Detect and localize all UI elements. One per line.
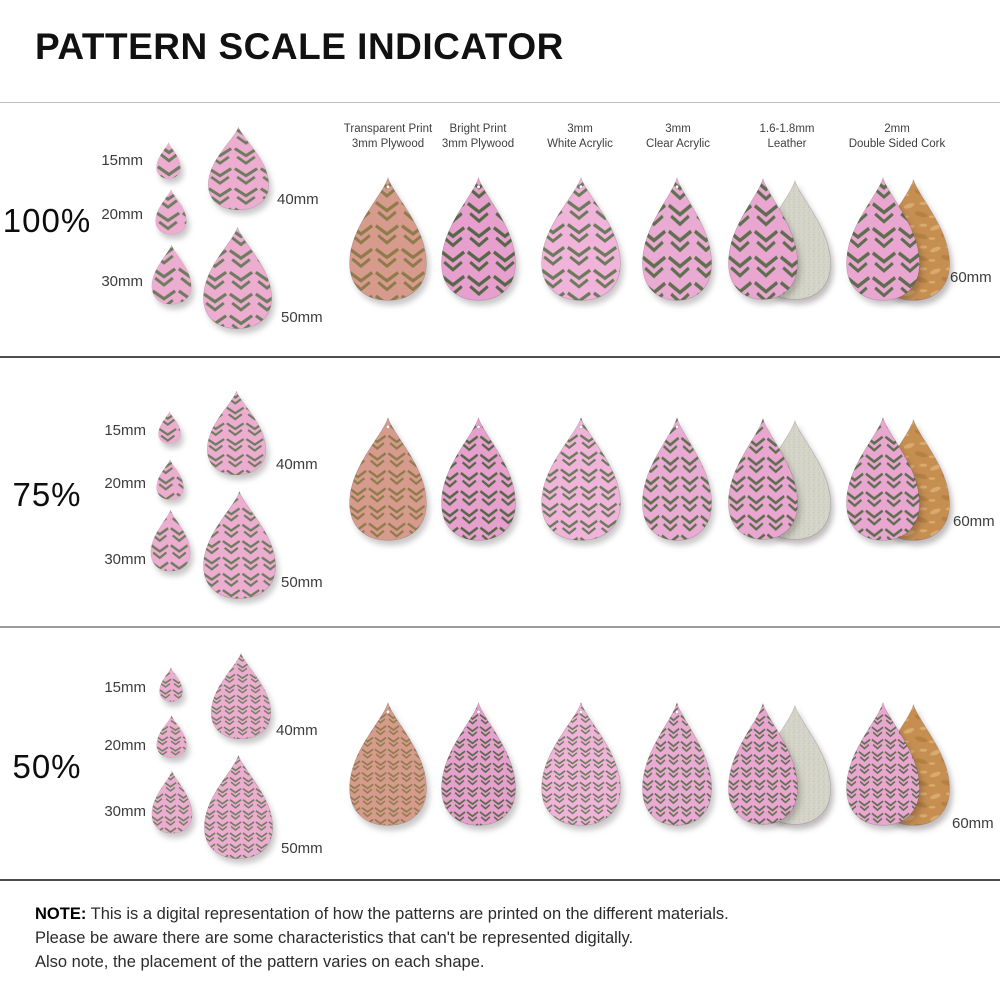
teardrop-cork-front	[845, 416, 921, 542]
note-line-2: Please be aware there are some character…	[35, 928, 634, 947]
column-header-bright-plywood: Bright Print 3mm Plywood	[418, 122, 538, 152]
header-line: 3mm	[665, 123, 691, 135]
teardrop-bright-plywood	[440, 416, 517, 542]
teardrop-clear-acrylic	[641, 416, 713, 542]
header-line: Clear Acrylic	[646, 137, 710, 150]
teardrop-30mm	[150, 509, 191, 572]
scale-label-100: 100%	[2, 202, 92, 239]
teardrop-40mm	[207, 126, 270, 211]
size-label-15mm: 15mm	[101, 152, 143, 169]
teardrop-leather-front	[727, 417, 799, 541]
teardrop-leather-front	[727, 177, 799, 301]
teardrop-white-acrylic	[540, 416, 622, 542]
teardrop-clear-acrylic	[641, 701, 713, 827]
size-label-50mm: 50mm	[281, 840, 323, 857]
teardrop-cork-front	[845, 701, 921, 827]
teardrop-40mm	[206, 390, 267, 476]
size-label-40mm: 40mm	[277, 191, 319, 208]
teardrop-transparent-plywood	[348, 416, 428, 542]
teardrop-30mm	[151, 244, 192, 305]
teardrop-15mm	[156, 142, 181, 179]
teardrop-white-acrylic	[540, 701, 622, 827]
header-line: 3mm Plywood	[441, 137, 515, 150]
teardrop-50mm	[202, 226, 273, 330]
divider	[0, 102, 1000, 103]
size-label-50mm: 50mm	[281, 309, 323, 326]
header-line: Double Sided Cork	[848, 137, 946, 150]
size-label-60mm: 60mm	[952, 815, 994, 832]
header-line: 3mm Plywood	[351, 137, 425, 150]
teardrop-40mm	[210, 652, 272, 740]
divider	[0, 356, 1000, 358]
column-header-leather: 1.6-1.8mm Leather	[727, 122, 847, 152]
header-line: Transparent Print	[343, 123, 433, 135]
teardrop-20mm	[156, 715, 187, 758]
teardrop-15mm	[158, 411, 181, 444]
column-header-white-acrylic: 3mm White Acrylic	[520, 122, 640, 152]
size-label-60mm: 60mm	[953, 513, 995, 530]
teardrop-bright-plywood	[440, 176, 517, 302]
size-label-30mm: 30mm	[101, 273, 143, 290]
size-label-50mm: 50mm	[281, 574, 323, 591]
teardrop-transparent-plywood	[348, 701, 428, 827]
teardrop-clear-acrylic	[641, 176, 713, 302]
header-line: Bright Print	[449, 123, 507, 135]
size-label-15mm: 15mm	[104, 422, 146, 439]
teardrop-15mm	[159, 667, 183, 702]
teardrop-cork-front	[845, 176, 921, 302]
header-line: Leather	[767, 137, 807, 150]
teardrop-white-acrylic	[540, 176, 622, 302]
size-label-20mm: 20mm	[101, 206, 143, 223]
column-header-cork: 2mm Double Sided Cork	[827, 122, 967, 152]
note-prefix: NOTE:	[35, 905, 87, 923]
teardrop-transparent-plywood	[348, 176, 428, 302]
teardrop-50mm	[202, 490, 277, 600]
header-line: White Acrylic	[547, 137, 613, 150]
header-line: 3mm	[567, 123, 593, 135]
header-line: 2mm	[884, 123, 910, 135]
size-label-20mm: 20mm	[104, 737, 146, 754]
scale-label-50: 50%	[12, 748, 82, 785]
note-text: This is a digital representation of how …	[90, 905, 729, 923]
teardrop-bright-plywood	[440, 701, 517, 827]
teardrop-leather-front	[727, 702, 799, 826]
teardrop-50mm	[203, 754, 274, 860]
teardrop-30mm	[151, 770, 193, 834]
divider	[0, 879, 1000, 881]
divider	[0, 626, 1000, 628]
size-label-15mm: 15mm	[104, 679, 146, 696]
size-label-30mm: 30mm	[104, 551, 146, 568]
teardrop-20mm	[156, 459, 184, 500]
teardrop-20mm	[155, 189, 187, 235]
size-label-40mm: 40mm	[276, 722, 318, 739]
size-label-40mm: 40mm	[276, 456, 318, 473]
size-label-30mm: 30mm	[104, 803, 146, 820]
scale-label-75: 75%	[12, 476, 82, 513]
page-title: PATTERN SCALE INDICATOR	[35, 26, 564, 67]
note-line-3: Also note, the placement of the pattern …	[35, 952, 485, 971]
note-block: NOTE: This is a digital representation o…	[35, 903, 935, 975]
column-header-transparent-plywood: Transparent Print 3mm Plywood	[328, 122, 448, 152]
size-label-60mm: 60mm	[950, 269, 992, 286]
note-line-1: NOTE: This is a digital representation o…	[35, 903, 935, 927]
size-label-20mm: 20mm	[104, 475, 146, 492]
header-line: 1.6-1.8mm	[759, 123, 815, 135]
column-header-clear-acrylic: 3mm Clear Acrylic	[618, 122, 738, 152]
